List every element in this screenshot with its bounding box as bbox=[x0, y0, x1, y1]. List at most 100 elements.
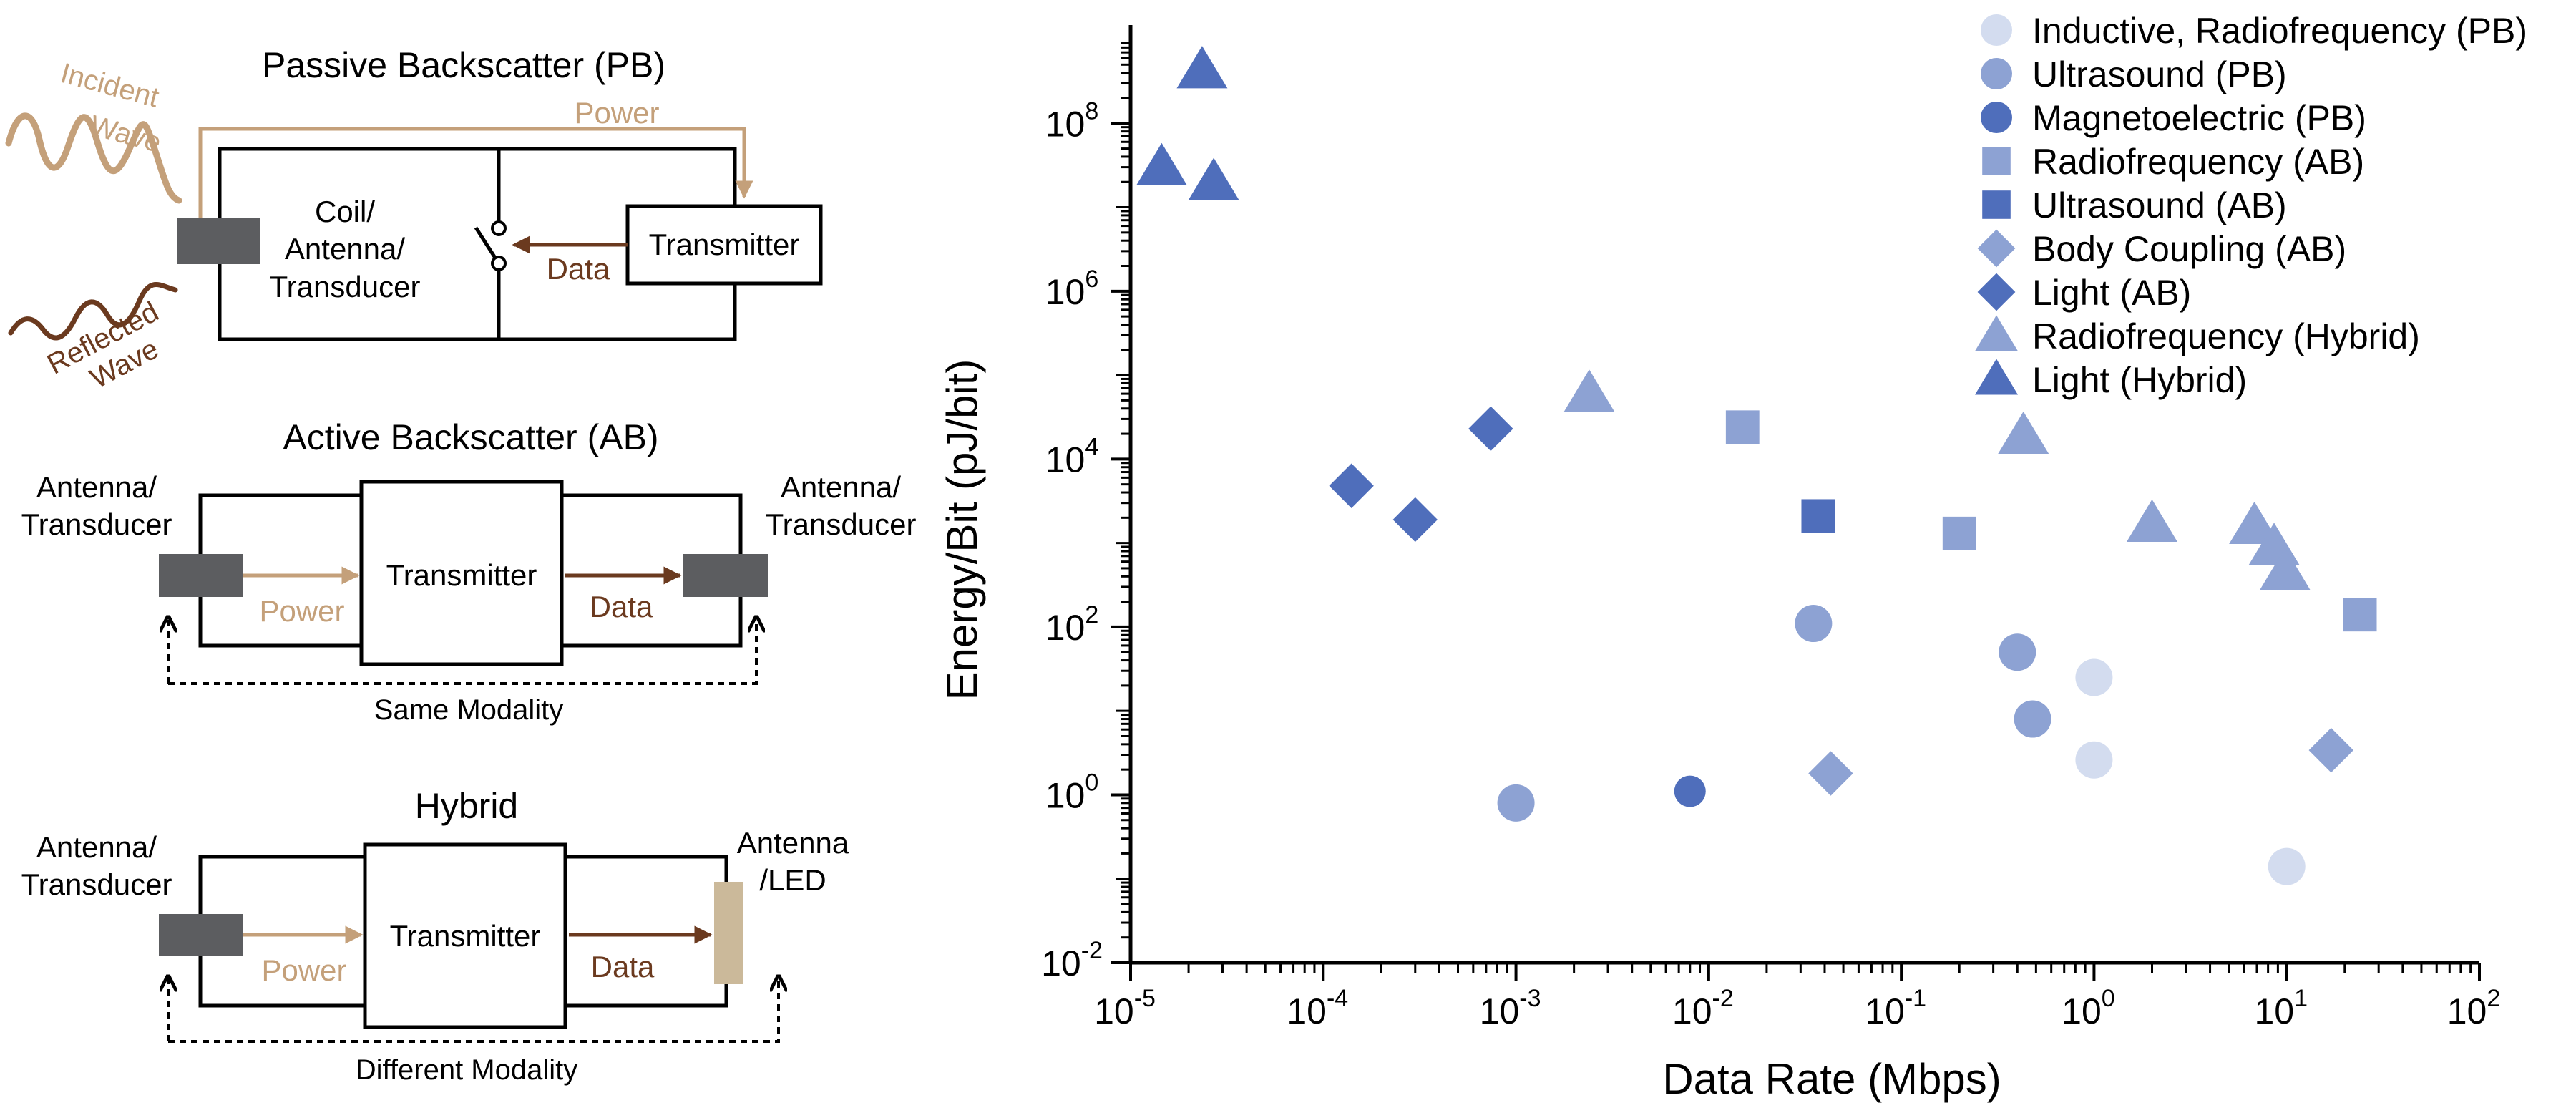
legend-marker bbox=[1982, 147, 2011, 175]
hybrid-left-antenna-block bbox=[159, 914, 243, 956]
data-point bbox=[2014, 700, 2051, 738]
pb-power-arrow bbox=[198, 127, 753, 218]
x-axis: 10-5 10-4 10-3 10-2 10-1 100 101 102 bbox=[1094, 961, 2501, 1031]
data-point bbox=[1392, 497, 1438, 543]
data-point bbox=[1795, 605, 1833, 643]
ab-left-label-line2: Transducer bbox=[21, 507, 172, 541]
reflected-wave bbox=[8, 282, 178, 341]
legend-marker bbox=[1974, 315, 2019, 351]
legend-label: Light (Hybrid) bbox=[2032, 360, 2247, 400]
x-tick-label: 10-5 bbox=[1094, 985, 1156, 1031]
pb-transmitter-label: Transmitter bbox=[649, 228, 800, 261]
y-tick-label: 10-2 bbox=[1041, 937, 1103, 983]
x-tick-label: 100 bbox=[2062, 985, 2115, 1031]
data-point bbox=[2343, 598, 2377, 632]
pb-switch-contact-top bbox=[491, 220, 507, 236]
legend-label: Radiofrequency (AB) bbox=[2032, 142, 2364, 182]
x-tick-label: 10-1 bbox=[1865, 985, 1926, 1031]
data-point bbox=[1136, 142, 1187, 185]
pb-power-label: Power bbox=[574, 96, 659, 130]
pb-transmitter-box bbox=[625, 204, 823, 286]
ab-right-antenna-block bbox=[683, 554, 768, 597]
data-point bbox=[2259, 548, 2311, 590]
pb-data-label: Data bbox=[547, 252, 610, 286]
data-point bbox=[1725, 410, 1760, 444]
ab-title: Active Backscatter (AB) bbox=[283, 417, 658, 457]
y-tick-label: 108 bbox=[1045, 97, 1099, 144]
legend-marker bbox=[1981, 102, 2012, 133]
data-point bbox=[2308, 727, 2353, 773]
pb-element-line2: Antenna/ bbox=[285, 232, 405, 266]
legend-label: Radiofrequency (Hybrid) bbox=[2032, 316, 2420, 356]
legend: Inductive, Radiofrequency (PB)Ultrasound… bbox=[1974, 11, 2527, 400]
ab-left-label-line1: Antenna/ bbox=[36, 470, 157, 504]
data-point bbox=[1999, 633, 2036, 671]
ab-power-label: Power bbox=[259, 594, 344, 628]
hybrid-right-label-line1: Antenna bbox=[737, 826, 849, 860]
legend-marker bbox=[1977, 229, 2016, 268]
data-point bbox=[2229, 501, 2280, 545]
data-point bbox=[1998, 411, 2049, 455]
pb-element-line3: Transducer bbox=[270, 270, 421, 303]
ab-modality-label: Same Modality bbox=[374, 694, 564, 726]
hybrid-modality-loop bbox=[168, 976, 779, 1043]
hybrid-modality-label: Different Modality bbox=[356, 1054, 578, 1086]
data-point bbox=[1468, 406, 1513, 452]
ab-right-label-line1: Antenna/ bbox=[781, 470, 901, 504]
data-points bbox=[1136, 46, 2377, 885]
y-tick-label: 104 bbox=[1045, 433, 1099, 480]
legend-label: Ultrasound (AB) bbox=[2032, 185, 2287, 225]
hybrid-data-label: Data bbox=[591, 950, 655, 983]
hybrid-power-label: Power bbox=[261, 953, 346, 987]
y-axis: 10-2 100 102 104 106 108 bbox=[1041, 25, 1133, 983]
legend-label: Light (AB) bbox=[2032, 273, 2191, 313]
data-point bbox=[1808, 751, 1853, 796]
hybrid-right-label-line2: /LED bbox=[759, 863, 826, 897]
x-tick-label: 10-2 bbox=[1672, 985, 1734, 1031]
x-axis-label: Data Rate (Mbps) bbox=[1662, 1055, 2001, 1103]
legend-label: Magnetoelectric (PB) bbox=[2032, 98, 2366, 138]
x-tick-label: 10-4 bbox=[1287, 985, 1348, 1031]
incident-wave bbox=[5, 112, 182, 204]
energy-per-bit-scatter-chart: 10-5 10-4 10-3 10-2 10-1 100 101 102 10-2 100 102… bbox=[938, 11, 2527, 1103]
pb-switch-contact-bottom bbox=[491, 256, 507, 271]
y-tick-label: 102 bbox=[1045, 601, 1099, 648]
ab-left-antenna-block bbox=[159, 554, 243, 597]
legend-marker bbox=[1981, 58, 2012, 89]
hybrid-left-label-line2: Transducer bbox=[21, 867, 172, 901]
data-point bbox=[2127, 499, 2177, 542]
pb-element-line1: Coil/ bbox=[315, 195, 375, 228]
x-tick-label: 102 bbox=[2447, 985, 2501, 1031]
pb-incident-line1: Incident bbox=[57, 57, 162, 114]
data-point bbox=[1497, 784, 1535, 822]
legend-label: Body Coupling (AB) bbox=[2032, 229, 2346, 269]
data-point bbox=[1674, 775, 1706, 807]
pb-antenna-block bbox=[177, 218, 260, 264]
hybrid-led-block bbox=[714, 882, 743, 984]
data-point bbox=[1801, 499, 1835, 533]
hybrid-diagram: Hybrid Antenna/ Transducer Antenna /LED … bbox=[21, 786, 849, 1086]
ab-data-label: Data bbox=[590, 590, 653, 623]
hybrid-left-label-line1: Antenna/ bbox=[36, 830, 157, 864]
legend-marker bbox=[1982, 190, 2011, 219]
legend-marker bbox=[1977, 273, 2016, 311]
hybrid-title: Hybrid bbox=[415, 786, 518, 826]
data-point bbox=[2075, 741, 2113, 779]
hybrid-transmitter-label: Transmitter bbox=[390, 919, 541, 953]
legend-marker bbox=[1974, 359, 2019, 395]
active-backscatter-diagram: Active Backscatter (AB) Antenna/ Transdu… bbox=[21, 417, 917, 726]
y-tick-label: 106 bbox=[1045, 266, 1099, 312]
data-point bbox=[1563, 369, 1615, 412]
x-tick-label: 101 bbox=[2254, 985, 2308, 1031]
y-axis-label: Energy/Bit (pJ/bit) bbox=[938, 359, 986, 701]
legend-label: Ultrasound (PB) bbox=[2032, 54, 2287, 94]
data-point bbox=[1942, 516, 1976, 550]
data-point bbox=[1176, 46, 1228, 89]
ab-modality-loop-bottom bbox=[168, 617, 756, 685]
data-point bbox=[1329, 463, 1374, 508]
pb-title: Passive Backscatter (PB) bbox=[262, 45, 665, 85]
legend-marker bbox=[1981, 14, 2012, 46]
data-point bbox=[1188, 157, 1239, 200]
ab-right-label-line2: Transducer bbox=[766, 507, 917, 541]
